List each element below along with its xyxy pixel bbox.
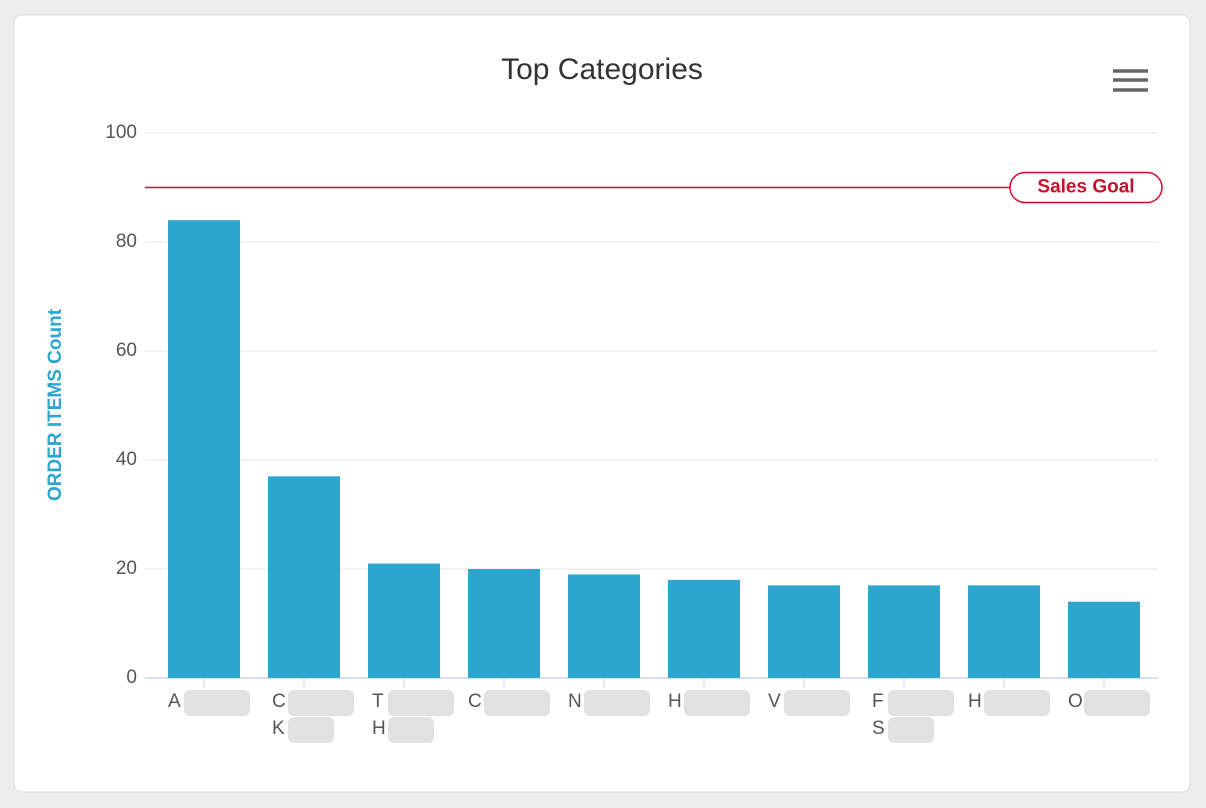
blurred-text (1084, 690, 1150, 716)
y-tick-label: 80 (116, 231, 137, 252)
x-tick-label: C (272, 691, 286, 712)
x-tick-label: V (768, 691, 781, 712)
y-tick-label: 40 (116, 449, 137, 470)
blurred-text (388, 690, 454, 716)
x-tick-label: C (468, 691, 482, 712)
bar (668, 579, 740, 678)
x-tick-label: A (168, 691, 181, 712)
blurred-text (184, 690, 250, 716)
bar (568, 574, 640, 678)
bar (1068, 601, 1140, 678)
blurred-text (288, 717, 334, 743)
blurred-text (288, 690, 354, 716)
bar (968, 585, 1040, 678)
blurred-text (684, 690, 750, 716)
blurred-text (784, 690, 850, 716)
x-tick-label: H (372, 718, 386, 739)
goal-label-box (1009, 171, 1163, 204)
blurred-text (388, 717, 434, 743)
bar (868, 585, 940, 678)
blurred-text (484, 690, 550, 716)
x-tick-label: K (272, 718, 285, 739)
menu-button[interactable] (1113, 69, 1148, 92)
blurred-text (984, 690, 1050, 716)
x-tick-label: S (872, 718, 885, 739)
x-tick-label: H (668, 691, 682, 712)
x-tick-label: N (568, 691, 582, 712)
goal-label: Sales Goal (1037, 177, 1134, 198)
y-tick-label: 60 (116, 340, 137, 361)
bar (368, 563, 440, 678)
chart-title: Top Categories (501, 53, 703, 86)
x-tick-label: O (1068, 691, 1083, 712)
x-tick-label: H (968, 691, 982, 712)
blurred-text (584, 690, 650, 716)
bar (468, 569, 540, 678)
bar (768, 585, 840, 678)
bar (268, 476, 340, 678)
y-tick-label: 0 (126, 667, 137, 688)
x-tick-label: F (872, 691, 884, 712)
x-tick-label: T (372, 691, 384, 712)
y-axis-title: ORDER ITEMS Count (45, 308, 66, 501)
blurred-text (888, 690, 954, 716)
y-tick-label: 100 (105, 122, 137, 143)
y-tick-label: 20 (116, 558, 137, 579)
blurred-text (888, 717, 934, 743)
bar (168, 220, 240, 678)
